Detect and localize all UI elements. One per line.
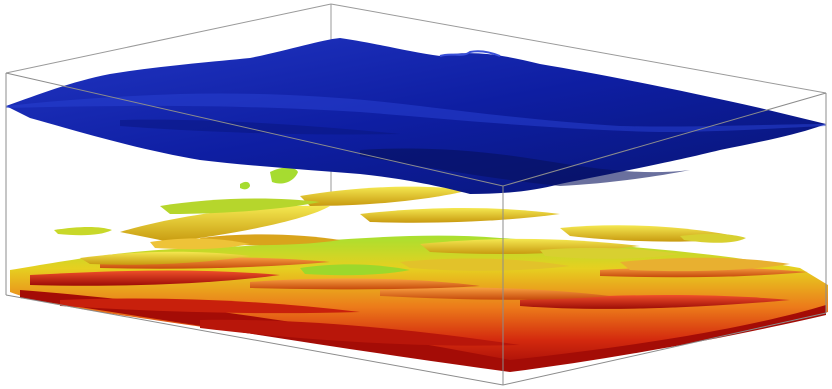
upper-structures bbox=[54, 167, 790, 276]
top-surface bbox=[6, 38, 826, 194]
bounding-box-front bbox=[5, 72, 827, 386]
lower-structures bbox=[10, 235, 828, 372]
